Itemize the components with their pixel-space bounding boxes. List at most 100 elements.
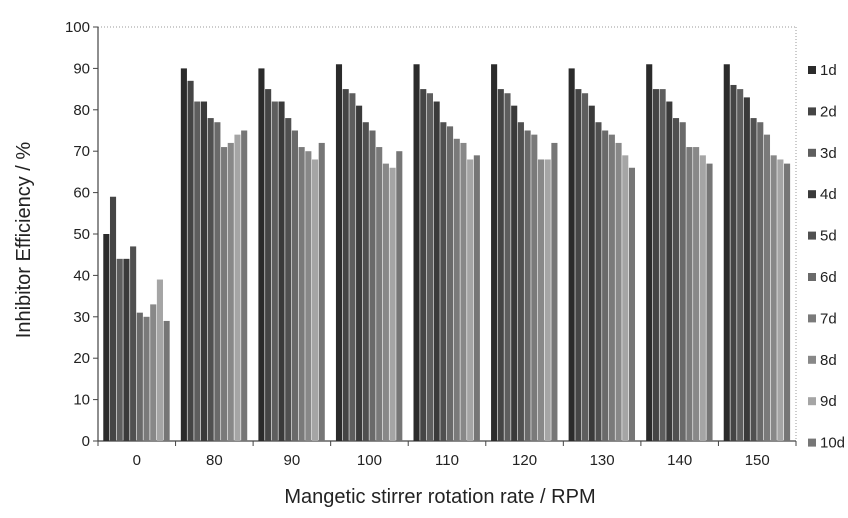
x-tick-label: 120 <box>512 452 537 469</box>
y-tick-label: 30 <box>73 309 90 326</box>
legend-swatch-7d <box>808 314 816 323</box>
bar-10d-80 <box>241 130 248 441</box>
bar-6d-100 <box>369 130 376 441</box>
bar-7d-130 <box>608 134 615 441</box>
bar-5d-140 <box>672 118 680 441</box>
legend-label-10d: 10d <box>820 435 845 452</box>
legend-label-3d: 3d <box>820 145 837 162</box>
bar-5d-150 <box>750 118 757 441</box>
bar-4d-100 <box>356 105 363 441</box>
bar-2d-120 <box>497 89 504 441</box>
x-tick-label: 110 <box>435 452 459 469</box>
bar-4d-130 <box>588 105 595 441</box>
bar-6d-90 <box>291 130 298 441</box>
bar-5d-0 <box>130 246 137 441</box>
legend-label-8d: 8d <box>820 352 837 369</box>
bar-2d-80 <box>187 80 194 441</box>
bar-3d-0 <box>116 258 123 441</box>
bar-4d-110 <box>433 101 440 442</box>
bar-10d-0 <box>163 320 170 441</box>
bar-10d-90 <box>318 142 325 442</box>
bar-5d-120 <box>517 122 524 441</box>
y-tick-label: 50 <box>73 226 90 243</box>
bar-10d-130 <box>628 167 636 441</box>
legend-swatch-5d <box>808 231 816 240</box>
bar-2d-90 <box>265 89 272 441</box>
bar-9d-120 <box>544 159 551 442</box>
bar-9d-80 <box>234 134 241 441</box>
bar-3d-80 <box>194 101 201 442</box>
bar-9d-90 <box>311 159 319 442</box>
bar-7d-0 <box>143 316 150 441</box>
bar-1d-140 <box>646 64 653 441</box>
bar-4d-90 <box>278 101 285 442</box>
y-axis: 0 10 20 30 40 50 60 70 80 90 100 <box>65 19 98 450</box>
bar-9d-110 <box>467 159 474 442</box>
bar-5d-100 <box>362 122 369 441</box>
x-tick-label: 150 <box>745 452 770 469</box>
legend-label-9d: 9d <box>820 393 837 410</box>
bar-9d-150 <box>777 159 784 442</box>
legend-swatch-10d <box>808 438 816 447</box>
bar-7d-90 <box>298 147 305 441</box>
bar-6d-120 <box>524 130 531 441</box>
y-tick-label: 60 <box>73 185 90 202</box>
bar-2d-130 <box>575 89 582 441</box>
bar-1d-120 <box>491 64 498 441</box>
bar-7d-140 <box>686 147 693 441</box>
x-tick-label: 0 <box>133 452 141 469</box>
bar-6d-80 <box>214 122 221 441</box>
y-tick-label: 100 <box>65 19 90 36</box>
legend-swatch-8d <box>808 355 816 364</box>
bar-6d-0 <box>136 312 143 441</box>
bar-2d-150 <box>730 84 737 442</box>
bar-7d-150 <box>763 134 771 441</box>
bar-1d-110 <box>413 64 420 441</box>
bar-10d-120 <box>551 142 558 442</box>
x-tick-label: 90 <box>284 452 301 469</box>
y-tick-label: 90 <box>73 60 90 77</box>
bar-1d-0 <box>103 234 110 441</box>
bar-4d-140 <box>666 101 673 442</box>
bar-3d-90 <box>271 101 278 442</box>
bar-9d-0 <box>156 279 163 441</box>
bar-3d-120 <box>504 93 511 442</box>
bar-2d-0 <box>109 196 117 441</box>
bar-3d-130 <box>582 93 589 442</box>
legend-label-1d: 1d <box>820 62 837 79</box>
bar-1d-90 <box>258 68 265 442</box>
y-tick-label: 0 <box>82 433 90 450</box>
bar-3d-150 <box>737 89 744 441</box>
bar-10d-110 <box>473 155 480 441</box>
bar-3d-100 <box>349 93 356 442</box>
bar-10d-100 <box>396 151 403 441</box>
bar-6d-110 <box>447 126 454 442</box>
bar-6d-140 <box>679 122 686 441</box>
bar-5d-90 <box>285 118 292 441</box>
bar-7d-80 <box>221 147 228 441</box>
bar-8d-150 <box>770 155 777 441</box>
bar-8d-0 <box>150 304 157 441</box>
y-tick-label: 40 <box>73 267 90 284</box>
bar-1d-150 <box>723 64 730 441</box>
bar-2d-110 <box>420 89 427 441</box>
bar-8d-80 <box>227 142 234 442</box>
bars <box>103 64 791 442</box>
x-axis: 0 80 90 100 110 120 130 140 150 <box>97 441 797 469</box>
bar-2d-140 <box>652 89 659 441</box>
y-tick-label: 20 <box>73 350 90 367</box>
legend-label-4d: 4d <box>820 186 837 203</box>
bar-6d-130 <box>602 130 609 441</box>
bar-1d-100 <box>335 64 343 441</box>
bar-1d-130 <box>568 68 575 442</box>
legend-swatch-6d <box>808 273 816 281</box>
legend: 1d 2d 3d 4d 5d 6d 7d 8d 9d 10d <box>808 62 845 452</box>
bar-8d-100 <box>382 163 389 441</box>
bar-5d-110 <box>440 122 447 441</box>
legend-label-2d: 2d <box>820 103 837 120</box>
bar-4d-0 <box>123 258 130 441</box>
legend-swatch-3d <box>808 148 816 157</box>
bar-10d-150 <box>784 163 791 441</box>
bar-8d-140 <box>693 147 700 441</box>
